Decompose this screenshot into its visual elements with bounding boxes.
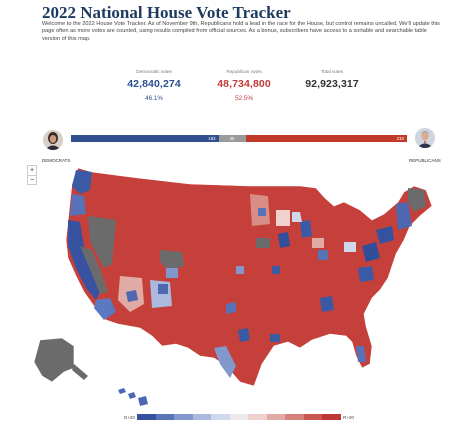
new-mexico-blue (158, 284, 168, 294)
legend-dem-label: D+20 (124, 415, 135, 420)
district-map[interactable] (0, 150, 474, 412)
minnesota-blue (258, 208, 266, 216)
southern-california-districts (94, 298, 116, 320)
michigan-blue (300, 220, 312, 238)
legend-rep-label: R+20 (343, 415, 354, 420)
democratic-leader-avatar (43, 130, 63, 150)
wisconsin-light (276, 210, 290, 226)
ohio-light (312, 238, 324, 248)
legend-swatch (137, 414, 156, 420)
virginia-blue (358, 266, 374, 282)
michigan-light (292, 212, 302, 222)
florida-southeast (356, 346, 366, 362)
map-zoom-controls: + − (27, 165, 37, 185)
democratic-seat-count: 192 (208, 136, 216, 141)
democratic-votes-value: 42,840,274 (127, 78, 181, 90)
kansas-blue (236, 266, 244, 274)
republican-votes-label: Republican votes (226, 69, 262, 74)
legend-swatch (211, 414, 230, 420)
alaska-panhandle (72, 364, 88, 380)
pennsylvania-light (344, 242, 356, 252)
republican-votes-percent: 52.5% (235, 95, 253, 102)
undecided-seats-segment: 35 (218, 135, 246, 142)
republican-votes-value: 48,734,800 (217, 78, 271, 90)
democratic-votes-stat: Democratic votes 42,840,274 46.1% (120, 69, 188, 102)
alaska-undecided (33, 337, 75, 383)
hawaii-islands (118, 388, 148, 406)
democratic-votes-label: Democratic votes (136, 69, 172, 74)
mainland-base (65, 167, 433, 387)
zoom-in-button[interactable]: + (29, 167, 35, 174)
republican-seats-segment: 210 (245, 135, 407, 142)
california-central-undecided (80, 246, 108, 294)
legend-swatch (285, 414, 304, 420)
new-england-blue (396, 202, 412, 230)
map-legend: D+20 R+20 (0, 413, 474, 423)
legend-swatch (266, 414, 286, 420)
total-votes-value: 92,923,317 (305, 78, 359, 90)
seat-count-bar: 192 35 210 (71, 135, 407, 142)
new-york-city (376, 226, 394, 244)
total-votes-stat: Total votes 92,923,317 (294, 69, 370, 90)
republican-votes-stat: Republican votes 48,734,800 52.5% (208, 69, 280, 102)
mid-atlantic-blue (362, 242, 380, 262)
ohio-blue (318, 250, 328, 260)
arizona-blue-district (126, 290, 138, 302)
missouri-stl (272, 266, 280, 274)
louisiana-blue (270, 334, 280, 342)
undecided-seat-count: 35 (229, 136, 235, 141)
democratic-seats-segment: 192 (71, 135, 219, 142)
nevada-undecided (88, 216, 116, 268)
legend-color-scale (137, 414, 342, 420)
colorado-undecided (160, 250, 184, 270)
georgia-atlanta (320, 296, 334, 312)
page-title: 2022 National House Vote Tracker (42, 3, 291, 22)
california-coast-districts (68, 220, 100, 300)
intro-text: Welcome to the 2022 House Vote Tracker. … (42, 21, 440, 42)
legend-swatch (174, 414, 193, 420)
illinois-chicago (278, 232, 290, 248)
legend-swatch (229, 414, 249, 420)
texas-dfw (226, 302, 236, 314)
texas-border-districts (214, 346, 236, 378)
republicans-label: REPUBLICANS (409, 158, 441, 163)
legend-swatch (248, 414, 267, 420)
total-votes-label: Total votes (321, 69, 343, 74)
zoom-out-button[interactable]: − (28, 175, 36, 184)
republican-seat-count: 210 (396, 136, 404, 141)
republican-leader-avatar (415, 128, 435, 148)
legend-swatch (192, 414, 212, 420)
democratic-votes-percent: 46.1% (145, 95, 163, 102)
iowa-undecided (256, 238, 270, 248)
washington-west-districts (72, 170, 92, 194)
oregon-coast-districts (70, 194, 86, 216)
legend-swatch (155, 414, 175, 420)
colorado-blue-district (166, 268, 178, 278)
democrats-label: DEMOCRATS (42, 158, 71, 163)
legend-swatch (303, 414, 323, 420)
texas-houston (238, 328, 250, 342)
legend-swatch (322, 414, 342, 420)
maine-undecided (408, 188, 426, 212)
